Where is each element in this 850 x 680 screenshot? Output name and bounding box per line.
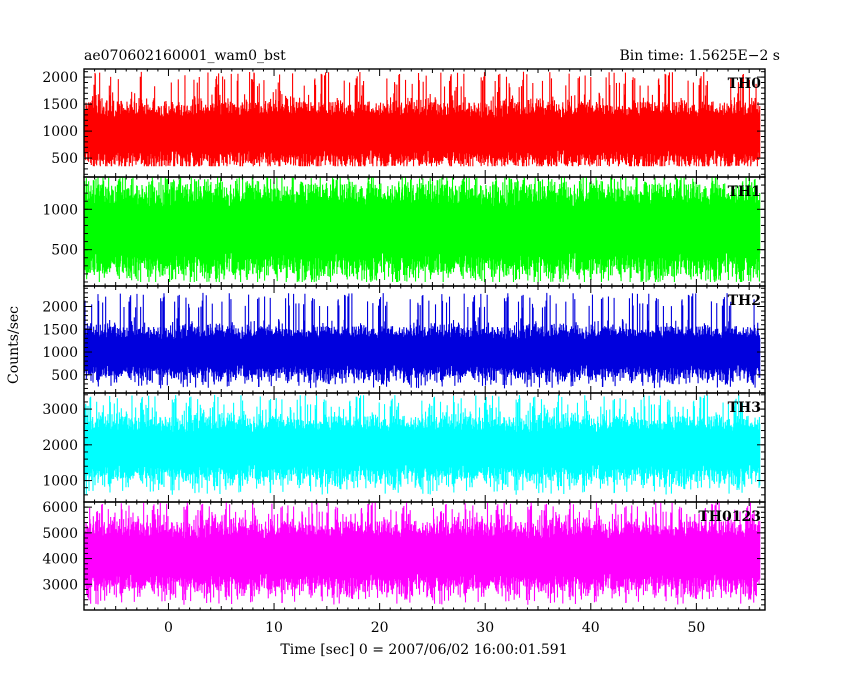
series-th0 <box>84 71 761 167</box>
y-tick-label: 500 <box>51 368 78 384</box>
bin-time-label: Bin time: 1.5625E−2 s <box>619 48 780 64</box>
panel-th0: 500 1000 1500 2000 TH0 <box>42 68 766 178</box>
panel-label-th2: TH2 <box>728 293 761 309</box>
series-th3 <box>84 394 761 495</box>
y-tick-label: 2000 <box>42 438 78 454</box>
series-th0123 <box>84 502 761 605</box>
x-axis-label: Time [sec] 0 = 2007/06/02 16:00:01.591 <box>280 642 567 658</box>
y-tick-label: 5000 <box>42 526 78 542</box>
panel-label-th0123: TH0123 <box>698 509 761 525</box>
panel-label-th1: TH1 <box>728 184 761 200</box>
series-th2 <box>84 292 761 389</box>
panel-th0123: 3000 4000 5000 6000 TH0123 <box>42 500 766 611</box>
panel-label-th3: TH3 <box>728 400 761 416</box>
panel-label-th0: TH0 <box>728 76 762 92</box>
x-tick-label: 10 <box>265 620 283 636</box>
y-tick-label: 3000 <box>42 577 78 593</box>
panel-frame <box>83 501 766 611</box>
x-tick-label: 30 <box>476 620 494 636</box>
y-tick-label: 1000 <box>42 474 78 490</box>
y-tick-label: 1000 <box>42 202 78 218</box>
panel-th3: 1000 2000 3000 TH3 <box>42 392 766 503</box>
y-tick-label: 500 <box>51 151 78 167</box>
chart-title: ae070602160001_wam0_bst <box>84 48 286 64</box>
x-tick-label: 40 <box>582 620 600 636</box>
y-tick-label: 1500 <box>42 97 78 113</box>
y-tick-label: 1000 <box>42 124 78 140</box>
panel-th2: 500 1000 1500 2000 TH2 <box>42 285 766 394</box>
y-tick-label: 2000 <box>42 299 78 315</box>
y-tick-label: 4000 <box>42 552 78 568</box>
y-axis-label: Counts/sec <box>6 306 22 384</box>
y-tick-label: 1500 <box>42 322 78 338</box>
x-tick-label: 50 <box>687 620 705 636</box>
series-th1 <box>84 177 761 282</box>
x-tick-label: 20 <box>371 620 389 636</box>
y-tick-label: 500 <box>51 243 78 259</box>
y-tick-label: 3000 <box>42 402 78 418</box>
x-tick-label: 0 <box>164 620 173 636</box>
y-tick-label: 1000 <box>42 345 78 361</box>
panel-th1: 500 1000 TH1 <box>42 176 766 287</box>
y-tick-label: 6000 <box>42 500 78 516</box>
y-tick-label: 2000 <box>42 70 78 86</box>
